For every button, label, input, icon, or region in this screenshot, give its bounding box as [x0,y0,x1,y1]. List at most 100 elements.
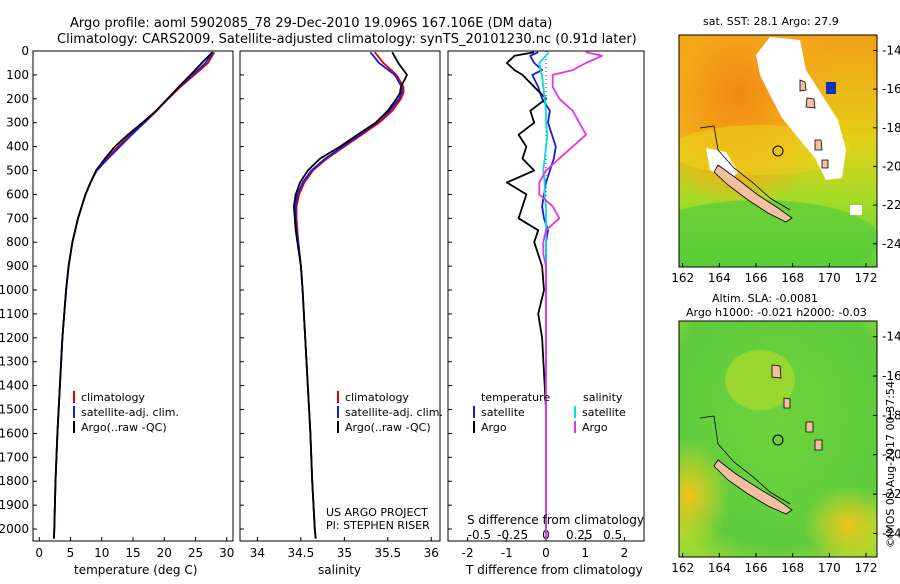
sla-argo-position [772,434,784,446]
diff-legend-temp-sat: satellite [481,406,525,419]
lon-tick-label: 162 [671,271,694,285]
sst-map [679,35,877,267]
temp-legend-argo: Argo(..raw -QC) [81,421,167,434]
lat-tick-label: -18 [882,121,900,135]
sst-argo-marker-square [826,82,836,94]
depth-axis: 0 100 200 300 400 500 600 700 800 900 1000 1100 1200… [0,44,452,536]
depth-tick-label: 1600 [0,426,29,440]
temp-series [53,51,216,539]
sal-xlabel: salinity [318,563,361,577]
lon-tick-label: 162 [671,561,694,575]
series-line-argo-raw-qc- [53,51,214,539]
sst-green-south [679,200,877,267]
depth-tick-label: 600 [6,187,29,201]
project-pi: PI: STEPHEN RISER [326,519,430,532]
sla-island-vanuatu-3 [805,421,814,433]
series-line-climatology [53,51,216,539]
depth-tick-label: 300 [6,116,29,130]
sal-legend-climatology: climatology [345,391,409,404]
sla-lat-axis: -14 -16 -18 -20 -22 -24 [873,330,900,540]
sst-coast-outline [699,125,791,211]
depth-tick-label: 1400 [0,379,29,393]
sst-map-frame [678,34,878,268]
sla-island-new-caledonia [713,459,793,515]
sla-coast-outline [699,415,791,505]
depth-tick-label: 700 [6,211,29,225]
depth-tick-label: 1200 [0,331,29,345]
temp-legend-satellite: satellite-adj. clim. [81,406,179,419]
lon-tick-label: 166 [745,561,768,575]
sla-island-vanuatu-1 [771,364,782,379]
depth-tick-label: 900 [6,259,29,273]
x-tick-label: 35.5 [374,546,401,560]
lat-tick-label: -14 [882,43,900,57]
depth-tick-label: 1800 [0,474,29,488]
sla-yellow-north [725,350,795,410]
depth-tick-label: 100 [6,68,29,82]
x-tick-label: 35 [337,546,352,560]
x-tick-label: -2 [462,546,474,560]
depth-tick-label: 1000 [0,283,29,297]
diff-legend-sal-argo: Argo [582,421,608,434]
lon-tick-label: 164 [708,561,731,575]
sal-legend-satellite: satellite-adj. clim. [345,406,443,419]
sla-island-vanuatu-4 [814,439,823,451]
diff-x-axis: -2 -1 0 1 2 [462,537,629,560]
depth-tick-label: 400 [6,140,29,154]
diff-s-axis: -0.5 -0.25 0 0.25 0.5 [468,528,623,542]
diff-xlabel: T difference from climatology [465,563,643,577]
temp-legend-climatology: climatology [81,391,145,404]
series-line-salinity-satellite [538,51,550,539]
sal-panel-frame [239,50,441,542]
sal-x-axis: 34 34.5 35 35.5 36 [250,537,439,560]
sla-map [679,321,877,557]
series-line-satellite-adj-clim- [53,51,214,539]
x-tick-label: 10 [94,546,109,560]
s-tick-label: 0.25 [566,528,593,542]
diff-legend-temp-title: temperature [481,391,550,404]
x-tick-label: -1 [501,546,513,560]
lat-tick-label: -14 [882,330,900,344]
s-tick-label: 0.5 [603,528,622,542]
depth-tick-label: 0 [21,44,29,58]
lon-tick-label: 168 [781,561,804,575]
title-line-1: Argo profile: aoml 5902085_78 29-Dec-201… [70,16,552,31]
sal-legend-argo: Argo(..raw -QC) [345,421,431,434]
lon-tick-label: 172 [855,561,878,575]
lon-tick-label: 170 [818,561,841,575]
imos-stamp: ©IMOS 03-Aug-2017 00:37:54 [884,381,897,548]
sla-yellow-east [803,485,877,557]
sst-cloud-mask [756,37,846,180]
lon-tick-label: 166 [745,271,768,285]
depth-tick-label: 1100 [0,307,29,321]
temp-panel-frame [32,50,234,542]
temp-xlabel: temperature (deg C) [74,563,197,577]
depth-tick-label: 500 [6,164,29,178]
sla-island-vanuatu-2 [783,397,791,409]
lon-tick-label: 164 [708,271,731,285]
temp-x-axis: 0 5 10 15 20 25 30 [35,537,234,560]
x-tick-label: 34.5 [288,546,315,560]
x-tick-label: 30 [219,546,234,560]
series-line-temperature-argo [505,51,547,539]
x-tick-label: 1 [581,546,589,560]
lat-tick-label: -16 [882,82,900,96]
x-tick-label: 2 [621,546,629,560]
series-line-climatology [295,51,405,539]
sst-lat-axis: -14 -16 -18 -20 -22 -24 [873,43,900,251]
lat-tick-label: -22 [882,487,900,501]
lat-tick-label: -22 [882,198,900,212]
series-line-salinity-argo [538,51,603,539]
lat-tick-label: -20 [882,448,900,462]
sst-argo-position [772,145,784,157]
x-tick-label: 15 [125,546,140,560]
lon-tick-label: 170 [818,271,841,285]
lat-tick-label: -24 [882,526,900,540]
sst-island-vanuatu-4 [821,159,829,169]
depth-tick-label: 800 [6,235,29,249]
x-tick-label: 5 [67,546,75,560]
sst-cloud-mask-3 [850,205,862,215]
depth-tick-label: 200 [6,92,29,106]
project-name: US ARGO PROJECT [326,506,428,519]
